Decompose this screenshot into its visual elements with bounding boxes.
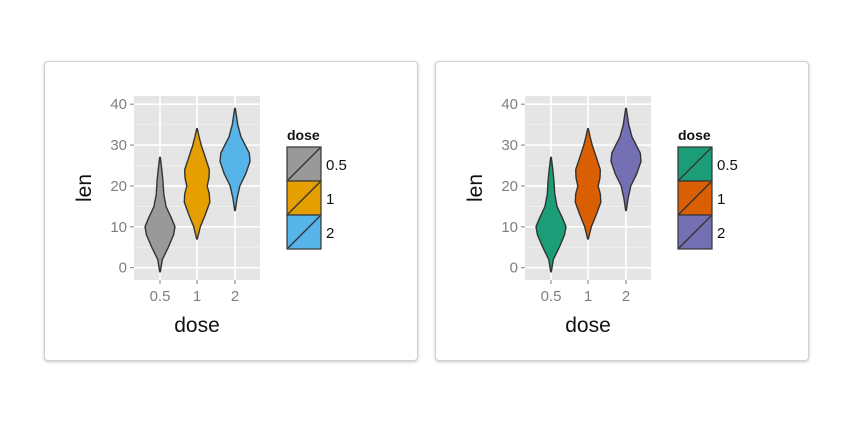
x-axis-title: dose — [565, 314, 611, 337]
y-tick-label: 20 — [501, 178, 518, 195]
chart-card-default-colors: 0 10 20 30 40 0.5 1 2 dose len dose 0.5 1 2 — [44, 61, 418, 361]
x-tick-label: 1 — [584, 288, 592, 305]
legend-key-slash — [678, 147, 712, 181]
legend-label: 0.5 — [326, 157, 347, 174]
legend-title: dose — [287, 127, 320, 143]
legend-key-slash — [287, 215, 321, 249]
legend-key-slash — [678, 181, 712, 215]
legend-key-slash — [287, 181, 321, 215]
violin-2 — [219, 107, 251, 212]
y-tick-label: 30 — [110, 137, 127, 154]
legend-key-slash — [678, 215, 712, 249]
violin-2 — [610, 107, 642, 212]
y-tick-label: 40 — [110, 96, 127, 113]
legend-label: 1 — [326, 191, 334, 208]
y-tick-label: 40 — [501, 96, 518, 113]
x-tick-label: 2 — [231, 288, 239, 305]
violin-1 — [183, 127, 211, 240]
legend-label: 2 — [326, 225, 334, 242]
legend-key-slash — [287, 147, 321, 181]
legend-title: dose — [678, 127, 711, 143]
x-axis-title: dose — [174, 314, 220, 337]
y-axis-title: len — [464, 174, 487, 202]
legend-label: 2 — [717, 225, 725, 242]
x-tick-label: 1 — [193, 288, 201, 305]
y-tick-label: 0 — [510, 260, 518, 277]
y-tick-label: 10 — [501, 219, 518, 236]
y-axis-title: len — [73, 174, 96, 202]
y-tick-label: 0 — [119, 260, 127, 277]
x-tick-label: 2 — [622, 288, 630, 305]
violin-1 — [574, 127, 602, 240]
chart-card-brewer-colors: 0 10 20 30 40 0.5 1 2 dose len dose 0.5 1 2 — [435, 61, 809, 361]
x-tick-label: 0.5 — [541, 288, 562, 305]
y-tick-label: 10 — [110, 219, 127, 236]
legend-label: 1 — [717, 191, 725, 208]
x-tick-label: 0.5 — [150, 288, 171, 305]
y-tick-label: 30 — [501, 137, 518, 154]
violin-0-5 — [535, 156, 567, 273]
violin-0-5 — [144, 156, 176, 273]
legend-label: 0.5 — [717, 157, 738, 174]
y-tick-label: 20 — [110, 178, 127, 195]
